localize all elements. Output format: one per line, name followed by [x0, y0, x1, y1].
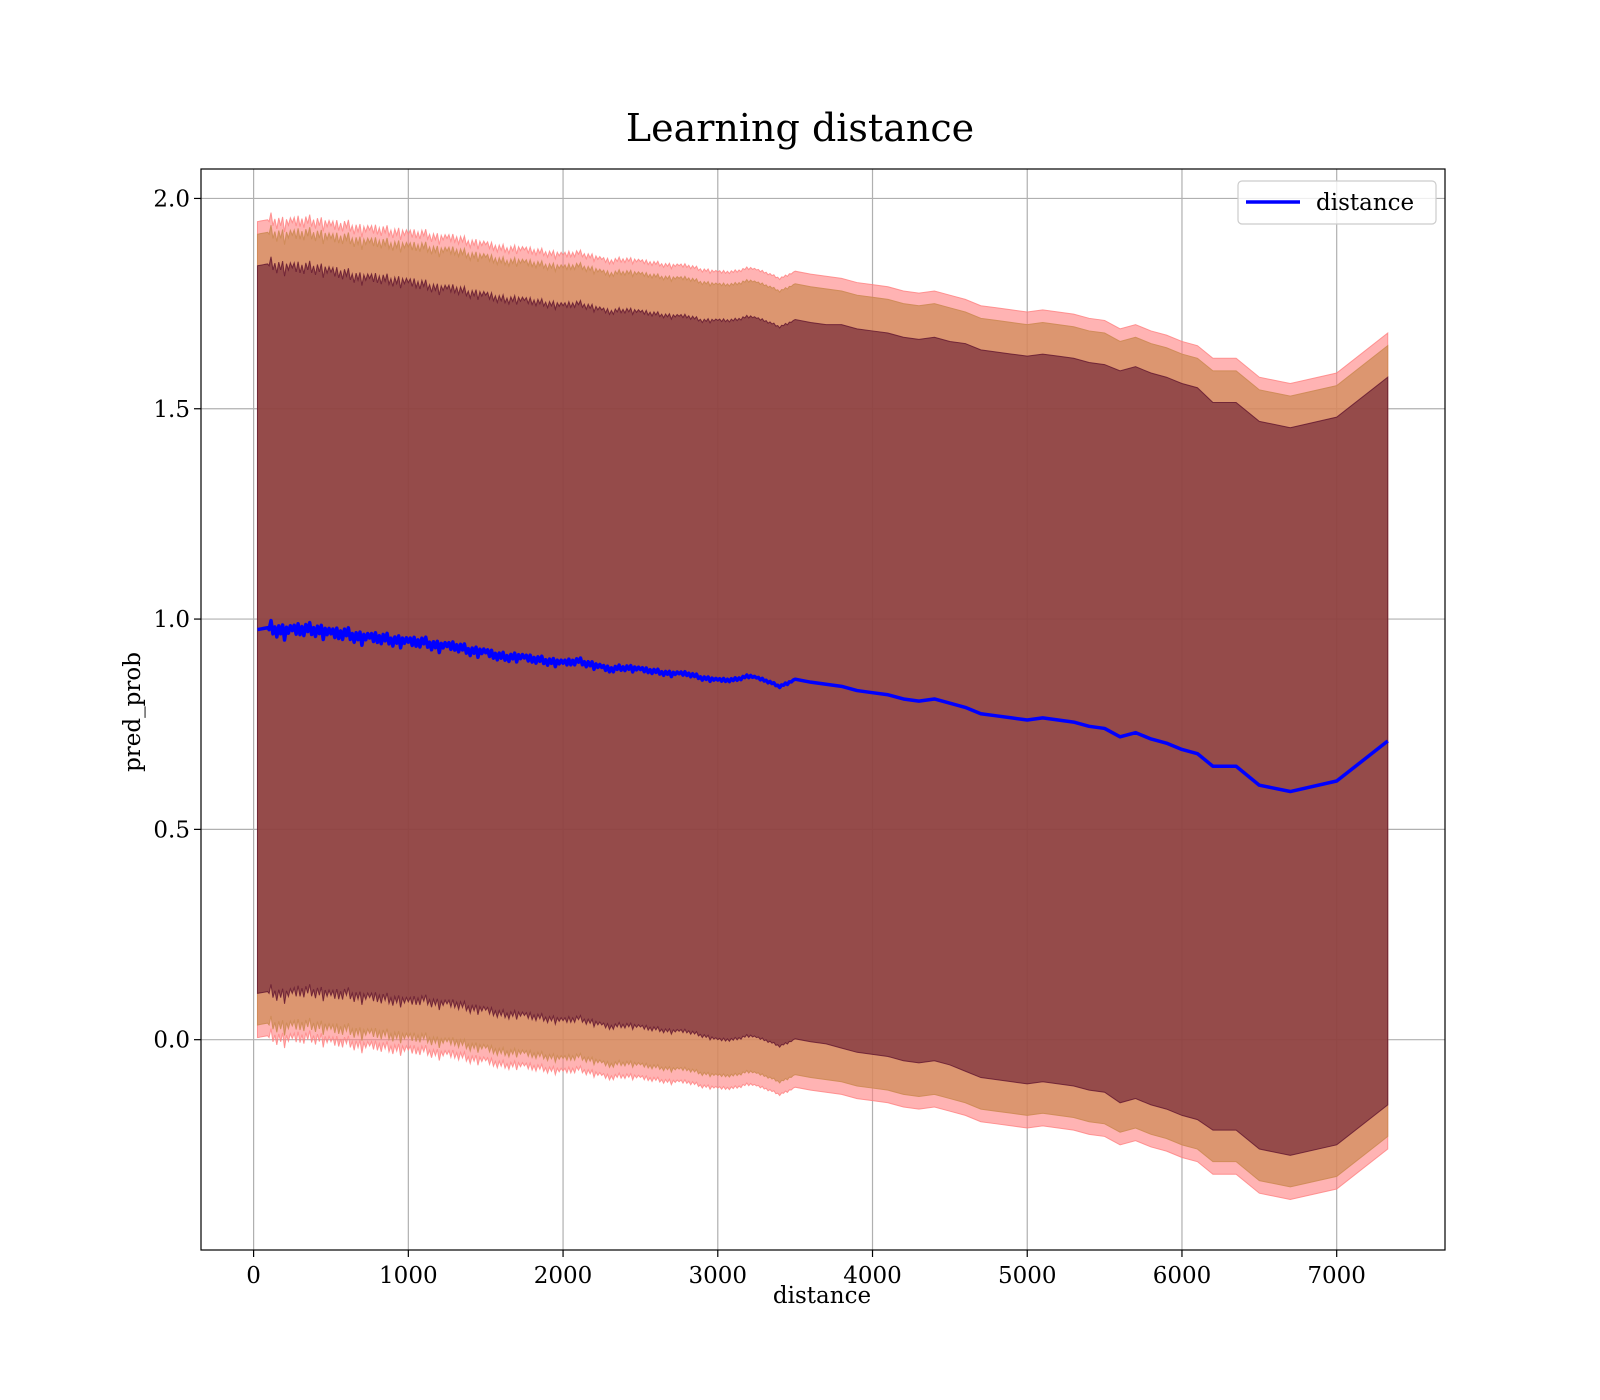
chart-title: Learning distance: [626, 106, 974, 150]
y-tick-label: 0.0: [153, 1028, 190, 1054]
y-axis-ticks: 0.0 0.5 1.0 1.5 2.0: [153, 186, 201, 1054]
x-tick-label: 1000: [379, 1263, 438, 1289]
band-inner: [256, 256, 1389, 1156]
x-tick-label: 4000: [843, 1263, 902, 1289]
legend: distance: [1237, 180, 1437, 225]
series-lines: [257, 618, 1389, 794]
x-axis-ticks: 0 1000 2000 3000 4000 5000 6000 7000: [246, 1250, 1366, 1289]
y-axis-label: pred_prob: [120, 652, 146, 772]
x-tick-label: 5000: [998, 1263, 1057, 1289]
y-tick-label: 0.5: [153, 817, 190, 843]
plot-frame: [200, 168, 1446, 1251]
series-line-distance: [257, 618, 1389, 794]
y-tick-label: 1.0: [153, 607, 190, 633]
x-tick-label: 3000: [689, 1263, 748, 1289]
legend-box: [1237, 180, 1437, 225]
legend-label: distance: [1316, 190, 1414, 216]
y-tick-label: 2.0: [153, 186, 190, 212]
x-tick-label: 6000: [1153, 1263, 1212, 1289]
confidence-bands: [256, 212, 1389, 1201]
x-tick-label: 7000: [1307, 1263, 1366, 1289]
x-axis-label: distance: [773, 1283, 871, 1309]
x-tick-label: 0: [246, 1263, 261, 1289]
y-tick-label: 1.5: [153, 397, 190, 423]
x-tick-label: 2000: [534, 1263, 593, 1289]
